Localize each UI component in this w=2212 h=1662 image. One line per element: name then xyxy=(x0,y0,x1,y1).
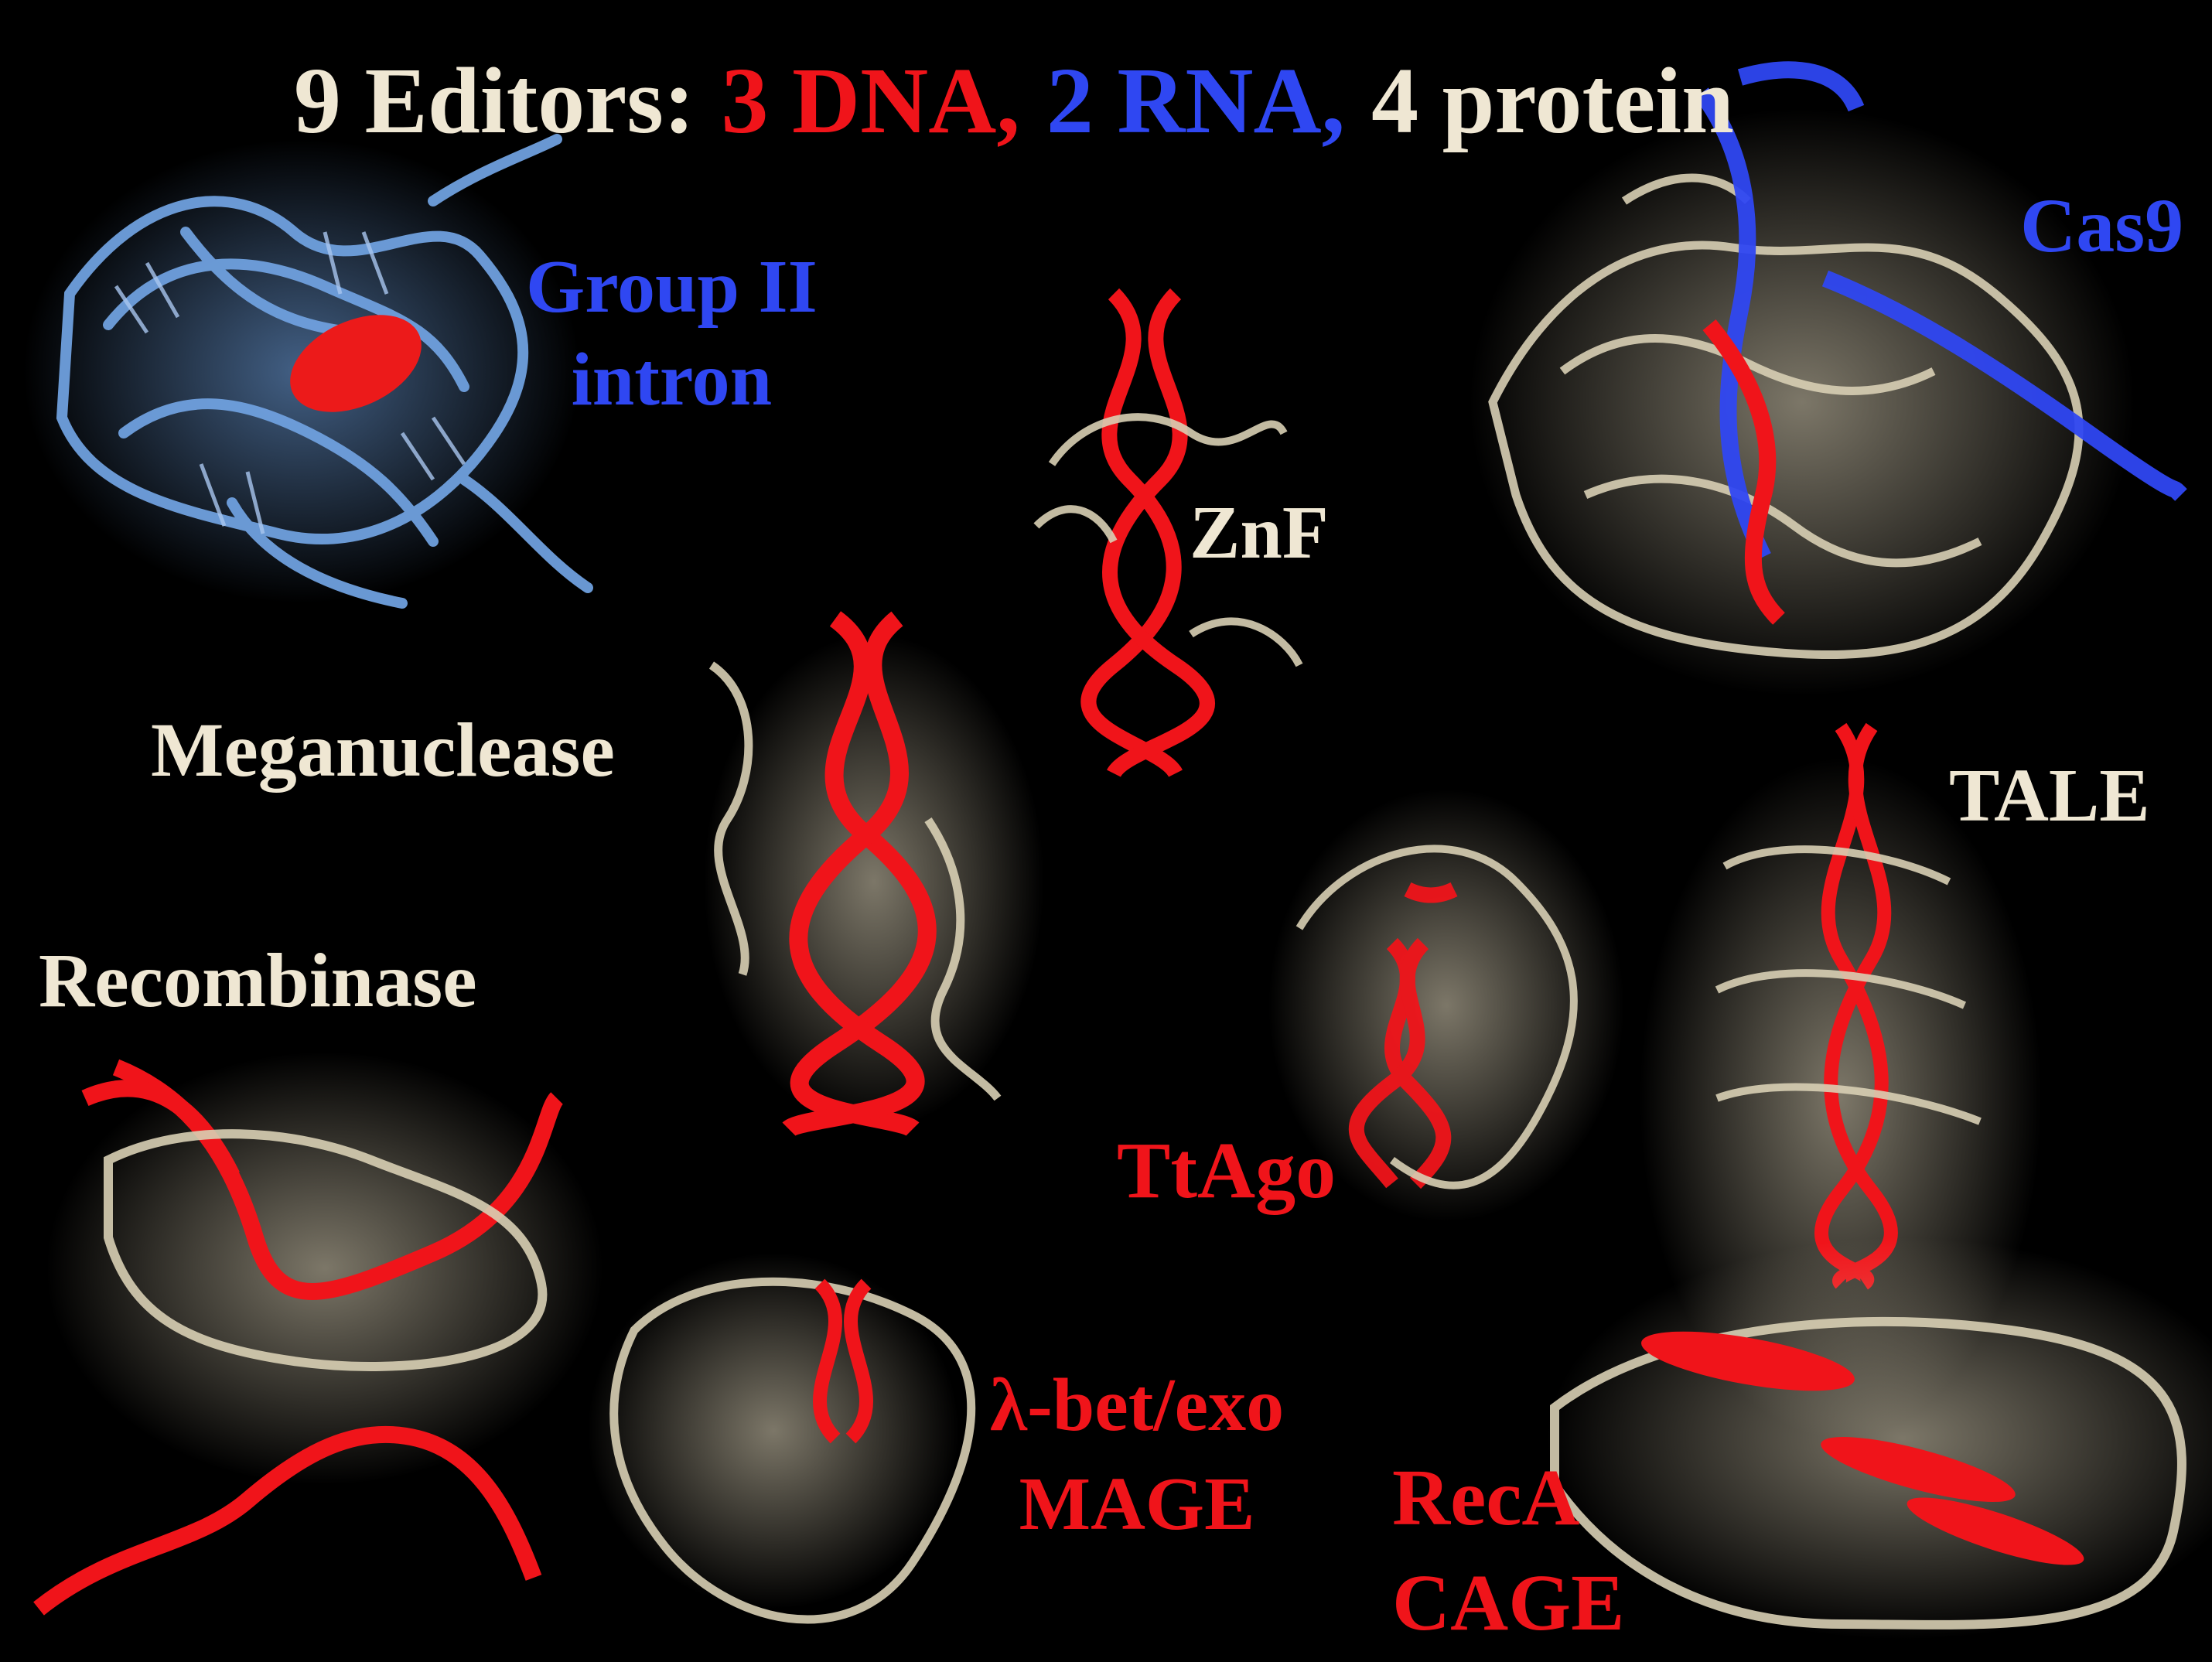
group-ii-line1: Group II xyxy=(526,245,818,329)
recombinase-label: Recombinase xyxy=(39,937,477,1023)
reca-line1: RecA xyxy=(1392,1453,1580,1542)
group-ii-intron-label: Group II intron xyxy=(526,249,818,418)
ttago-label: TtAgo xyxy=(1117,1126,1336,1215)
reca-cage-label: RecA CAGE xyxy=(1392,1458,1624,1643)
lambda-line1: λ-bet/exo xyxy=(990,1363,1285,1447)
ttago-structure xyxy=(1268,789,1624,1222)
slide-title: 9 Editors: 3 DNA, 2 RNA, 4 protein xyxy=(294,54,1760,148)
cas9-label: Cas9 xyxy=(2020,183,2184,268)
reca-line2: CAGE xyxy=(1392,1558,1625,1647)
znf-structure xyxy=(1033,288,1303,778)
lambda-line2: MAGE xyxy=(1019,1462,1255,1546)
lambda-bet-exo-label: λ-bet/exo MAGE xyxy=(990,1367,1284,1542)
meganuclease-structure xyxy=(704,611,1044,1138)
title-rna-count: 2 RNA, xyxy=(1046,49,1346,153)
title-dna-count: 3 DNA, xyxy=(721,49,1020,153)
group-ii-line2: intron xyxy=(571,338,773,421)
znf-label: ZnF xyxy=(1190,491,1329,575)
cas9-structure xyxy=(1470,61,2187,696)
group-ii-intron-structure xyxy=(23,134,593,609)
meganuclease-label: Meganuclease xyxy=(151,707,615,793)
tale-label: TALE xyxy=(1949,754,2150,838)
lambda-bet-exo-structure xyxy=(588,1253,976,1624)
recombinase-structure xyxy=(33,1052,603,1616)
reca-structure xyxy=(1547,1237,2212,1640)
title-protein-count: 4 protein xyxy=(1371,49,1734,153)
title-editor-count: 9 Editors: xyxy=(294,49,695,153)
